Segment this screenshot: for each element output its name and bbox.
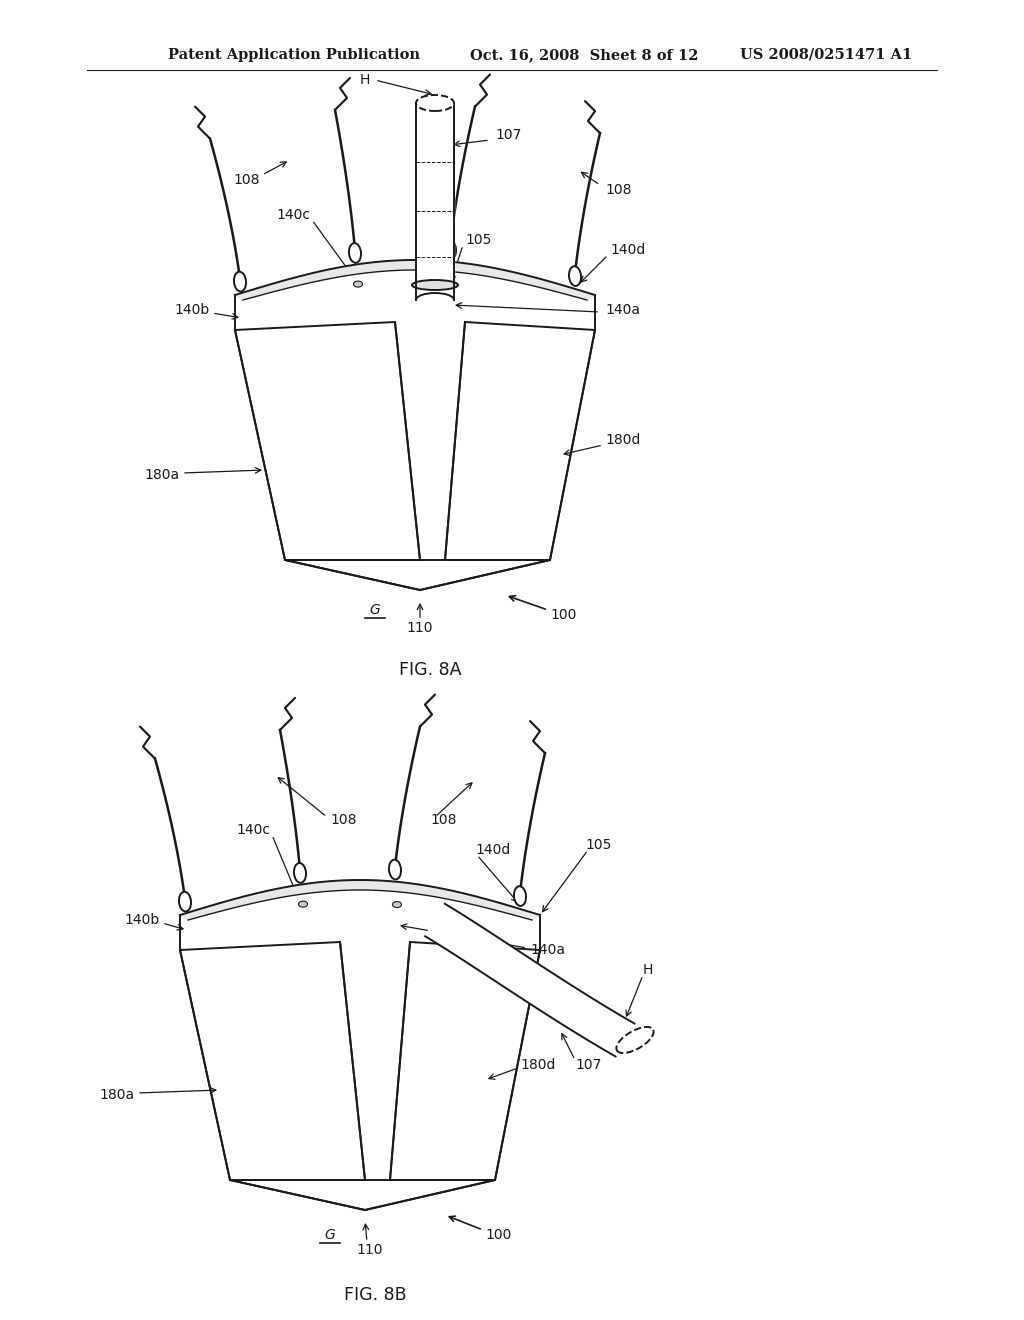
- Ellipse shape: [353, 281, 362, 288]
- Text: 180d: 180d: [520, 1059, 555, 1072]
- Ellipse shape: [514, 886, 526, 906]
- Ellipse shape: [349, 243, 361, 263]
- Text: 140d: 140d: [475, 843, 510, 857]
- Polygon shape: [425, 904, 635, 1056]
- Ellipse shape: [412, 280, 458, 290]
- Polygon shape: [234, 260, 595, 300]
- Text: 180d: 180d: [605, 433, 640, 447]
- Polygon shape: [390, 942, 540, 1180]
- Ellipse shape: [616, 1027, 653, 1053]
- Text: FIG. 8A: FIG. 8A: [398, 661, 461, 678]
- Text: FIG. 8B: FIG. 8B: [344, 1286, 407, 1304]
- Polygon shape: [340, 942, 410, 1180]
- Text: 108: 108: [233, 173, 260, 187]
- Ellipse shape: [392, 902, 401, 908]
- Text: 140b: 140b: [175, 304, 210, 317]
- Polygon shape: [180, 942, 365, 1180]
- Text: 180a: 180a: [100, 1088, 135, 1102]
- Text: 110: 110: [356, 1243, 383, 1257]
- Polygon shape: [285, 560, 550, 590]
- Text: US 2008/0251471 A1: US 2008/0251471 A1: [740, 48, 912, 62]
- Text: 105: 105: [465, 234, 492, 247]
- Ellipse shape: [389, 859, 401, 879]
- Ellipse shape: [416, 95, 454, 111]
- Polygon shape: [180, 880, 540, 920]
- Ellipse shape: [444, 240, 456, 260]
- Text: 108: 108: [605, 183, 632, 197]
- Ellipse shape: [233, 272, 246, 292]
- Text: 110: 110: [407, 620, 433, 635]
- Text: 108: 108: [330, 813, 356, 828]
- Ellipse shape: [299, 902, 307, 907]
- Ellipse shape: [569, 267, 581, 286]
- Text: 105: 105: [585, 838, 611, 851]
- Text: 180a: 180a: [144, 469, 180, 482]
- Text: 140d: 140d: [610, 243, 645, 257]
- Text: 140a: 140a: [605, 304, 640, 317]
- Ellipse shape: [294, 863, 306, 883]
- Text: 107: 107: [575, 1059, 601, 1072]
- Text: 100: 100: [550, 609, 577, 622]
- Text: G: G: [370, 603, 380, 616]
- Polygon shape: [416, 106, 454, 300]
- Text: 107: 107: [495, 128, 521, 143]
- Ellipse shape: [179, 892, 191, 912]
- Text: 140c: 140c: [236, 822, 270, 837]
- Text: 140c: 140c: [276, 209, 310, 222]
- Text: H: H: [643, 964, 653, 977]
- Polygon shape: [395, 322, 465, 560]
- Text: H: H: [359, 73, 370, 87]
- Text: 100: 100: [485, 1228, 511, 1242]
- Polygon shape: [230, 1180, 495, 1210]
- Text: Oct. 16, 2008  Sheet 8 of 12: Oct. 16, 2008 Sheet 8 of 12: [470, 48, 698, 62]
- Text: G: G: [325, 1228, 336, 1242]
- Polygon shape: [445, 322, 595, 560]
- Text: Patent Application Publication: Patent Application Publication: [168, 48, 420, 62]
- Text: 140b: 140b: [125, 913, 160, 927]
- Ellipse shape: [447, 281, 457, 288]
- Polygon shape: [234, 322, 420, 560]
- Text: 140a: 140a: [530, 942, 565, 957]
- Text: 108: 108: [430, 813, 457, 828]
